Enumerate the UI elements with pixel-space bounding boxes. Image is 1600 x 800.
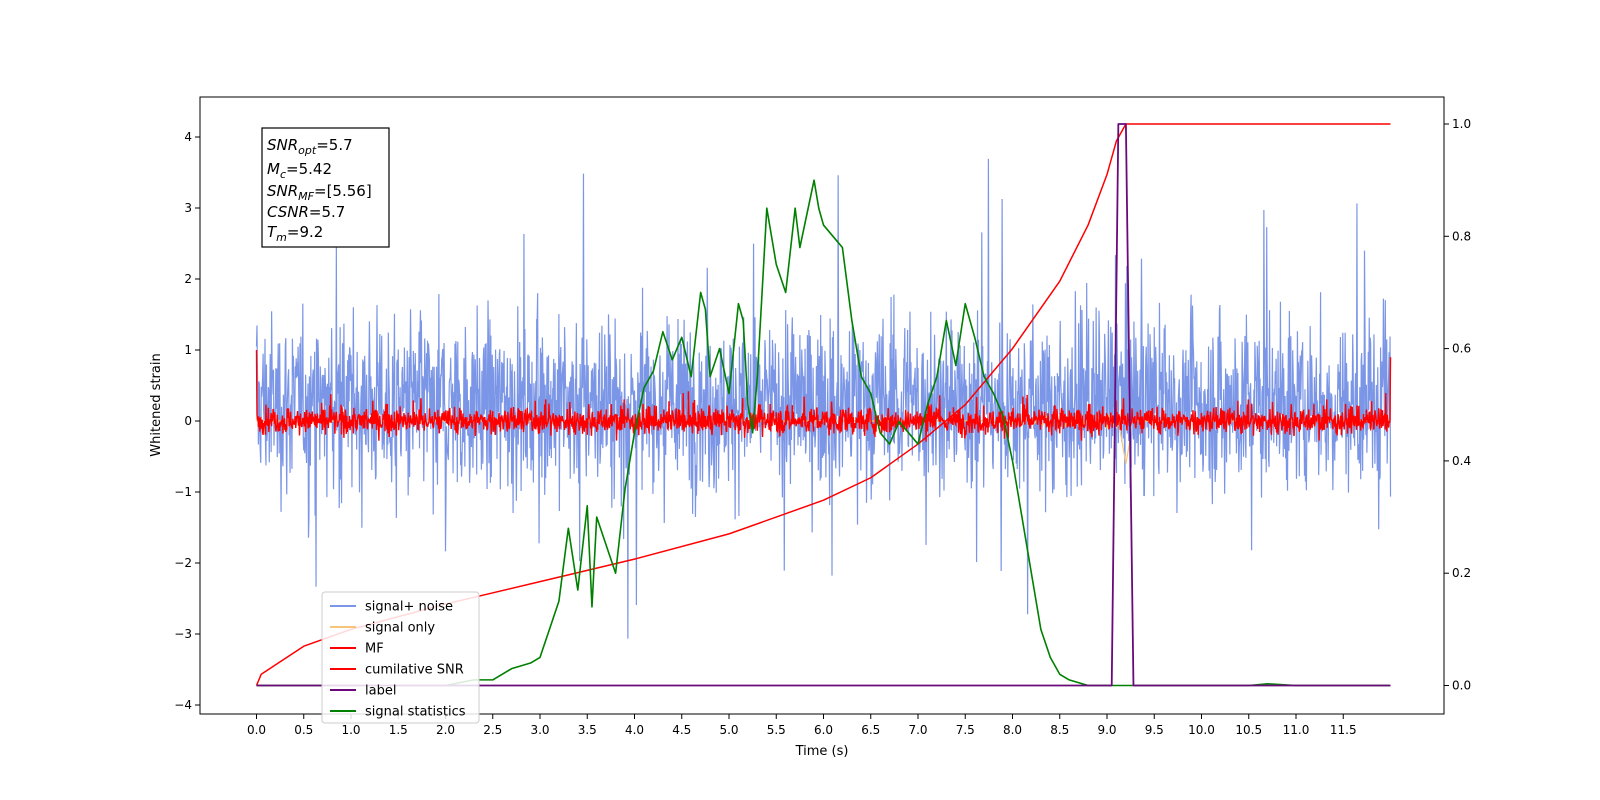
x-tick-label: 7.0 [908,723,927,737]
x-tick-label: 0.5 [294,723,313,737]
info-snr-opt: SNRopt=5.7 [267,136,353,157]
info-box-frame [261,127,390,248]
series-mf [255,349,1392,442]
legend-label: signal only [365,621,435,636]
x-axis-label: Time (s) [795,744,849,759]
x-tick-label: 10.5 [1235,723,1262,737]
legend-label: signal statistics [365,705,466,720]
y2-tick-label: 0.8 [1452,229,1471,243]
legend: signal+ noise signal only MF cumilative SNR… [321,591,480,724]
legend-label: cumilative SNR [365,663,464,678]
x-tick-label: 11.5 [1330,723,1357,737]
x-tick-label: 4.5 [672,723,691,737]
legend-frame [321,591,480,724]
legend-label: MF [365,642,384,657]
y-tick-label: −4 [174,698,192,712]
info-box: SNRopt=5.7 Mc=5.42 SNRMF=[5.56] CSNR=5.7… [261,127,390,248]
x-tick-label: 9.5 [1145,723,1164,737]
y-axis-left: 4 3 2 1 0 −1 −2 −3 −4 [174,130,200,712]
x-tick-label: 2.0 [436,723,455,737]
x-tick-label: 1.0 [341,723,360,737]
legend-label: label [365,684,396,699]
y-tick-label: 0 [184,414,192,428]
x-tick-label: 4.0 [625,723,644,737]
x-tick-label: 8.5 [1050,723,1069,737]
x-tick-label: 9.0 [1097,723,1116,737]
y-tick-label: −1 [174,485,192,499]
y-axis-right: 1.0 0.8 0.6 0.4 0.2 0.0 [1444,117,1471,693]
x-tick-label: 5.0 [719,723,738,737]
x-tick-label: 0.0 [247,723,266,737]
y2-tick-label: 0.2 [1452,566,1471,580]
y-tick-label: 2 [184,272,192,286]
x-tick-label: 6.0 [814,723,833,737]
y2-tick-label: 0.0 [1452,679,1471,693]
info-csnr: CSNR=5.7 [267,203,345,221]
y-tick-label: −3 [174,627,192,641]
y2-tick-label: 0.4 [1452,454,1471,468]
x-tick-label: 3.0 [530,723,549,737]
series-signal-noise [255,158,1392,639]
x-tick-label: 5.5 [767,723,786,737]
info-tm: Tm=9.2 [267,223,323,244]
y-tick-label: 4 [184,130,192,144]
y2-tick-label: 0.6 [1452,342,1471,356]
x-tick-label: 6.5 [861,723,880,737]
x-tick-label: 7.5 [956,723,975,737]
y-tick-label: −2 [174,556,192,570]
y-tick-label: 1 [184,343,192,357]
series-label [256,123,1391,687]
y-axis-label: Whitened strain [149,353,164,456]
y-tick-label: 3 [184,201,192,215]
info-mc: Mc=5.42 [267,160,332,181]
x-tick-label: 3.5 [578,723,597,737]
plot-frame [199,96,1445,715]
x-tick-label: 10.0 [1188,723,1215,737]
y2-tick-label: 1.0 [1452,117,1471,131]
x-tick-label: 8.0 [1003,723,1022,737]
x-tick-label: 11.0 [1283,723,1310,737]
info-snr-mf: SNRMF=[5.56] [267,182,372,203]
x-axis: 0.0 0.5 1.0 1.5 2.0 2.5 3.0 3.5 4.0 4.5 5.0 5.5 6.0 6… [247,714,1357,737]
x-tick-label: 2.5 [483,723,502,737]
legend-label: signal+ noise [365,600,453,615]
x-tick-label: 1.5 [389,723,408,737]
series-signal-statistics [256,179,1391,687]
